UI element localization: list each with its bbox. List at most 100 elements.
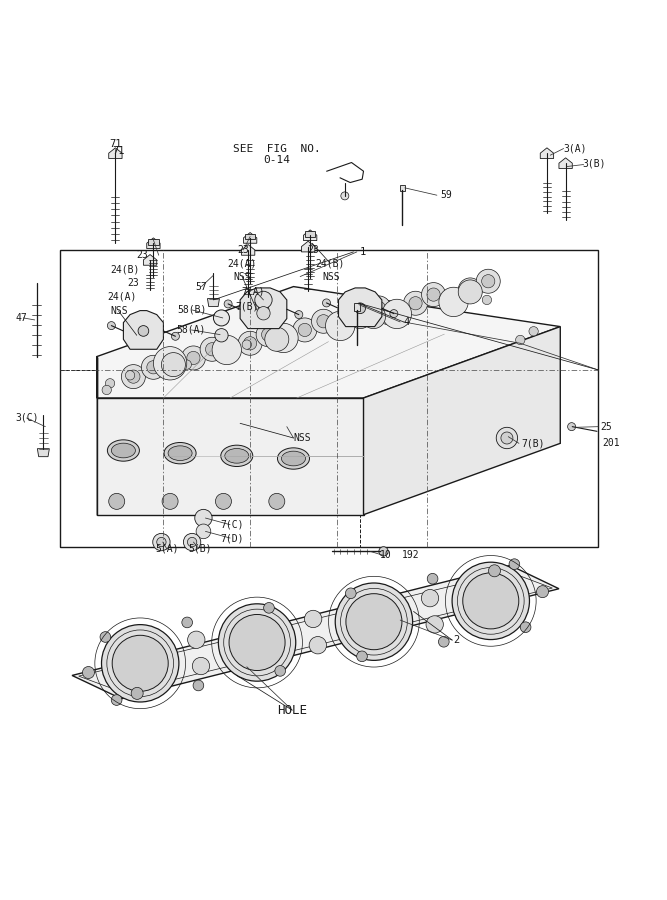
Text: 47: 47: [15, 313, 27, 323]
Polygon shape: [207, 299, 219, 307]
Text: 4: 4: [404, 317, 410, 327]
Circle shape: [372, 302, 386, 314]
Circle shape: [275, 666, 285, 676]
Bar: [60, 370, 360, 546]
Text: 7(D): 7(D): [220, 533, 244, 543]
Circle shape: [529, 327, 538, 336]
Circle shape: [311, 310, 336, 333]
Polygon shape: [240, 288, 287, 328]
Circle shape: [426, 616, 444, 633]
Circle shape: [325, 311, 355, 340]
Text: NSS: NSS: [233, 272, 251, 282]
Circle shape: [243, 337, 257, 350]
Polygon shape: [245, 234, 255, 239]
Circle shape: [464, 284, 477, 296]
Circle shape: [422, 590, 439, 607]
Circle shape: [536, 586, 548, 598]
Circle shape: [147, 361, 160, 374]
Circle shape: [427, 288, 440, 302]
Circle shape: [476, 269, 500, 293]
Text: SEE  FIG  NO.: SEE FIG NO.: [233, 143, 321, 154]
Bar: [400, 184, 405, 191]
Circle shape: [382, 300, 412, 328]
Text: 25: 25: [600, 422, 612, 432]
Circle shape: [568, 423, 576, 431]
Text: 58(B): 58(B): [177, 305, 207, 315]
Circle shape: [162, 493, 178, 509]
Circle shape: [187, 537, 197, 546]
Circle shape: [242, 340, 251, 349]
Text: 71: 71: [109, 139, 121, 148]
Circle shape: [100, 632, 111, 643]
Circle shape: [212, 336, 241, 364]
Circle shape: [102, 385, 111, 394]
Circle shape: [187, 351, 200, 364]
Ellipse shape: [281, 451, 305, 466]
Text: 71: 71: [113, 146, 125, 157]
Circle shape: [125, 371, 135, 380]
Circle shape: [346, 588, 356, 598]
Circle shape: [282, 337, 291, 346]
Text: 3(A): 3(A): [564, 143, 587, 154]
Polygon shape: [301, 241, 315, 252]
Circle shape: [224, 300, 232, 308]
Circle shape: [458, 278, 482, 302]
Circle shape: [183, 534, 201, 551]
Text: 5(A): 5(A): [155, 544, 179, 554]
Circle shape: [195, 509, 212, 526]
Ellipse shape: [221, 446, 253, 466]
Text: 7(B): 7(B): [235, 302, 259, 311]
Circle shape: [428, 573, 438, 584]
Text: 24(A): 24(A): [107, 292, 137, 302]
Circle shape: [265, 328, 289, 351]
Circle shape: [438, 636, 449, 647]
Circle shape: [348, 304, 372, 328]
Circle shape: [482, 295, 492, 304]
Circle shape: [256, 322, 280, 346]
Circle shape: [304, 610, 321, 627]
Circle shape: [362, 304, 386, 328]
Circle shape: [382, 315, 392, 325]
Polygon shape: [37, 449, 49, 456]
Text: 5(B): 5(B): [188, 544, 212, 554]
Bar: [354, 303, 360, 311]
Circle shape: [354, 310, 367, 323]
Polygon shape: [305, 231, 315, 237]
Text: 7(C): 7(C): [220, 519, 244, 530]
Circle shape: [213, 310, 229, 326]
Circle shape: [121, 364, 145, 389]
Circle shape: [138, 326, 149, 337]
Text: 23: 23: [127, 278, 139, 288]
Polygon shape: [243, 232, 257, 243]
Circle shape: [255, 292, 272, 309]
Ellipse shape: [225, 448, 249, 464]
Circle shape: [153, 346, 187, 380]
Polygon shape: [364, 327, 560, 515]
Text: NSS: NSS: [110, 306, 127, 316]
Circle shape: [469, 292, 478, 302]
Circle shape: [355, 303, 366, 313]
Circle shape: [101, 625, 179, 702]
Polygon shape: [97, 286, 560, 398]
Polygon shape: [143, 255, 157, 266]
Polygon shape: [148, 239, 159, 245]
Circle shape: [83, 667, 95, 679]
Circle shape: [153, 534, 170, 551]
Circle shape: [357, 651, 368, 661]
Circle shape: [131, 688, 143, 699]
Circle shape: [463, 573, 519, 629]
Ellipse shape: [107, 440, 139, 461]
Text: 58(A): 58(A): [177, 325, 206, 335]
Ellipse shape: [111, 443, 135, 458]
Circle shape: [229, 615, 285, 670]
Circle shape: [182, 360, 191, 369]
Polygon shape: [72, 565, 559, 698]
Circle shape: [458, 280, 482, 304]
Polygon shape: [241, 245, 255, 256]
Circle shape: [439, 287, 468, 317]
Circle shape: [346, 594, 402, 650]
Circle shape: [181, 346, 205, 370]
Circle shape: [141, 356, 165, 379]
Text: 7(B): 7(B): [522, 438, 545, 448]
Circle shape: [390, 310, 398, 318]
